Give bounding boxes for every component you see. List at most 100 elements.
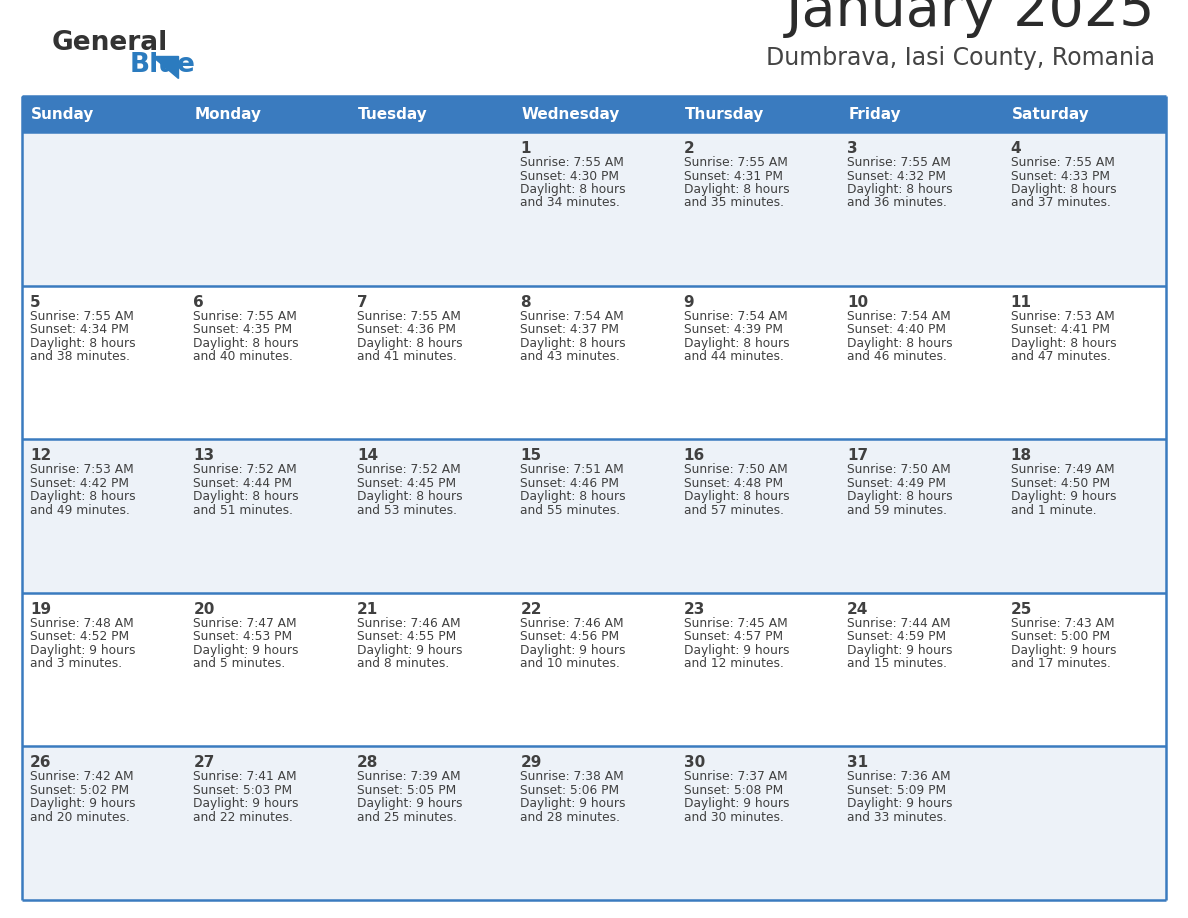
Text: Sunset: 4:59 PM: Sunset: 4:59 PM — [847, 631, 947, 644]
Text: 20: 20 — [194, 602, 215, 617]
Text: Sunset: 4:42 PM: Sunset: 4:42 PM — [30, 476, 129, 489]
Text: Sunset: 4:40 PM: Sunset: 4:40 PM — [847, 323, 946, 336]
Text: and 3 minutes.: and 3 minutes. — [30, 657, 122, 670]
Text: Sunset: 4:55 PM: Sunset: 4:55 PM — [356, 631, 456, 644]
Text: Sunset: 5:06 PM: Sunset: 5:06 PM — [520, 784, 619, 797]
Text: Sunrise: 7:53 AM: Sunrise: 7:53 AM — [30, 464, 134, 476]
Text: 26: 26 — [30, 756, 51, 770]
Text: Saturday: Saturday — [1011, 106, 1089, 121]
Text: Daylight: 9 hours: Daylight: 9 hours — [1011, 490, 1116, 503]
Text: 4: 4 — [1011, 141, 1022, 156]
Bar — [839, 96, 1003, 132]
Text: Daylight: 8 hours: Daylight: 8 hours — [1011, 183, 1117, 196]
Text: Sunset: 4:36 PM: Sunset: 4:36 PM — [356, 323, 456, 336]
Text: Sunrise: 7:45 AM: Sunrise: 7:45 AM — [684, 617, 788, 630]
Text: Sunset: 4:48 PM: Sunset: 4:48 PM — [684, 476, 783, 489]
Text: Daylight: 9 hours: Daylight: 9 hours — [356, 798, 462, 811]
Text: 28: 28 — [356, 756, 378, 770]
Text: and 46 minutes.: and 46 minutes. — [847, 350, 947, 364]
Text: and 30 minutes.: and 30 minutes. — [684, 811, 784, 823]
Bar — [349, 96, 512, 132]
Text: Sunset: 4:45 PM: Sunset: 4:45 PM — [356, 476, 456, 489]
Text: 6: 6 — [194, 295, 204, 309]
Text: and 37 minutes.: and 37 minutes. — [1011, 196, 1111, 209]
Text: Sunrise: 7:55 AM: Sunrise: 7:55 AM — [1011, 156, 1114, 169]
Text: Daylight: 9 hours: Daylight: 9 hours — [194, 798, 299, 811]
Text: 2: 2 — [684, 141, 695, 156]
Bar — [512, 96, 676, 132]
Text: Sunset: 5:09 PM: Sunset: 5:09 PM — [847, 784, 947, 797]
Text: 30: 30 — [684, 756, 704, 770]
Text: and 59 minutes.: and 59 minutes. — [847, 504, 947, 517]
Text: 25: 25 — [1011, 602, 1032, 617]
Text: Sunrise: 7:54 AM: Sunrise: 7:54 AM — [684, 309, 788, 322]
Text: 19: 19 — [30, 602, 51, 617]
Text: 17: 17 — [847, 448, 868, 464]
Text: Sunset: 4:30 PM: Sunset: 4:30 PM — [520, 170, 619, 183]
Text: Daylight: 9 hours: Daylight: 9 hours — [684, 798, 789, 811]
Text: Sunset: 4:35 PM: Sunset: 4:35 PM — [194, 323, 292, 336]
Text: Thursday: Thursday — [684, 106, 764, 121]
Text: 29: 29 — [520, 756, 542, 770]
Text: 18: 18 — [1011, 448, 1031, 464]
Text: Sunrise: 7:50 AM: Sunrise: 7:50 AM — [684, 464, 788, 476]
Bar — [23, 132, 1165, 285]
Text: 24: 24 — [847, 602, 868, 617]
Text: and 49 minutes.: and 49 minutes. — [30, 504, 129, 517]
Text: Sunrise: 7:55 AM: Sunrise: 7:55 AM — [520, 156, 624, 169]
Text: Daylight: 9 hours: Daylight: 9 hours — [847, 644, 953, 656]
Text: Daylight: 9 hours: Daylight: 9 hours — [30, 798, 135, 811]
Text: Sunset: 5:00 PM: Sunset: 5:00 PM — [1011, 631, 1110, 644]
Text: and 40 minutes.: and 40 minutes. — [194, 350, 293, 364]
Text: Daylight: 8 hours: Daylight: 8 hours — [356, 490, 462, 503]
Text: 15: 15 — [520, 448, 542, 464]
Text: Daylight: 8 hours: Daylight: 8 hours — [356, 337, 462, 350]
Text: Sunset: 5:05 PM: Sunset: 5:05 PM — [356, 784, 456, 797]
Text: Sunset: 4:39 PM: Sunset: 4:39 PM — [684, 323, 783, 336]
Text: Daylight: 9 hours: Daylight: 9 hours — [194, 644, 299, 656]
Text: and 43 minutes.: and 43 minutes. — [520, 350, 620, 364]
Text: and 1 minute.: and 1 minute. — [1011, 504, 1097, 517]
Text: 31: 31 — [847, 756, 868, 770]
Text: Sunset: 4:53 PM: Sunset: 4:53 PM — [194, 631, 292, 644]
Text: Daylight: 8 hours: Daylight: 8 hours — [194, 337, 299, 350]
Text: Monday: Monday — [195, 106, 261, 121]
Text: Sunrise: 7:38 AM: Sunrise: 7:38 AM — [520, 770, 624, 783]
Text: Sunset: 5:08 PM: Sunset: 5:08 PM — [684, 784, 783, 797]
Bar — [23, 746, 1165, 900]
Text: Daylight: 9 hours: Daylight: 9 hours — [520, 798, 626, 811]
Text: Sunrise: 7:48 AM: Sunrise: 7:48 AM — [30, 617, 134, 630]
Text: Daylight: 8 hours: Daylight: 8 hours — [847, 337, 953, 350]
Text: and 53 minutes.: and 53 minutes. — [356, 504, 457, 517]
Text: Friday: Friday — [848, 106, 901, 121]
Text: and 20 minutes.: and 20 minutes. — [30, 811, 129, 823]
Text: Sunrise: 7:43 AM: Sunrise: 7:43 AM — [1011, 617, 1114, 630]
Text: Daylight: 8 hours: Daylight: 8 hours — [684, 183, 789, 196]
Text: Daylight: 8 hours: Daylight: 8 hours — [30, 337, 135, 350]
Text: Sunset: 4:41 PM: Sunset: 4:41 PM — [1011, 323, 1110, 336]
Text: and 5 minutes.: and 5 minutes. — [194, 657, 285, 670]
Text: and 55 minutes.: and 55 minutes. — [520, 504, 620, 517]
Text: and 47 minutes.: and 47 minutes. — [1011, 350, 1111, 364]
Text: Sunrise: 7:46 AM: Sunrise: 7:46 AM — [356, 617, 461, 630]
Text: Daylight: 8 hours: Daylight: 8 hours — [30, 490, 135, 503]
Text: Daylight: 9 hours: Daylight: 9 hours — [684, 644, 789, 656]
Text: Daylight: 8 hours: Daylight: 8 hours — [684, 337, 789, 350]
Bar — [676, 96, 839, 132]
Text: Sunrise: 7:55 AM: Sunrise: 7:55 AM — [684, 156, 788, 169]
Text: Daylight: 9 hours: Daylight: 9 hours — [1011, 644, 1116, 656]
Text: 21: 21 — [356, 602, 378, 617]
Text: Sunrise: 7:36 AM: Sunrise: 7:36 AM — [847, 770, 950, 783]
Polygon shape — [152, 56, 178, 78]
Text: Sunset: 4:31 PM: Sunset: 4:31 PM — [684, 170, 783, 183]
Text: Sunrise: 7:49 AM: Sunrise: 7:49 AM — [1011, 464, 1114, 476]
Text: Sunrise: 7:44 AM: Sunrise: 7:44 AM — [847, 617, 950, 630]
Text: Sunrise: 7:55 AM: Sunrise: 7:55 AM — [847, 156, 952, 169]
Text: and 38 minutes.: and 38 minutes. — [30, 350, 129, 364]
Text: Sunrise: 7:37 AM: Sunrise: 7:37 AM — [684, 770, 788, 783]
Text: 7: 7 — [356, 295, 367, 309]
Text: 3: 3 — [847, 141, 858, 156]
Text: and 57 minutes.: and 57 minutes. — [684, 504, 784, 517]
Text: and 28 minutes.: and 28 minutes. — [520, 811, 620, 823]
Text: 1: 1 — [520, 141, 531, 156]
